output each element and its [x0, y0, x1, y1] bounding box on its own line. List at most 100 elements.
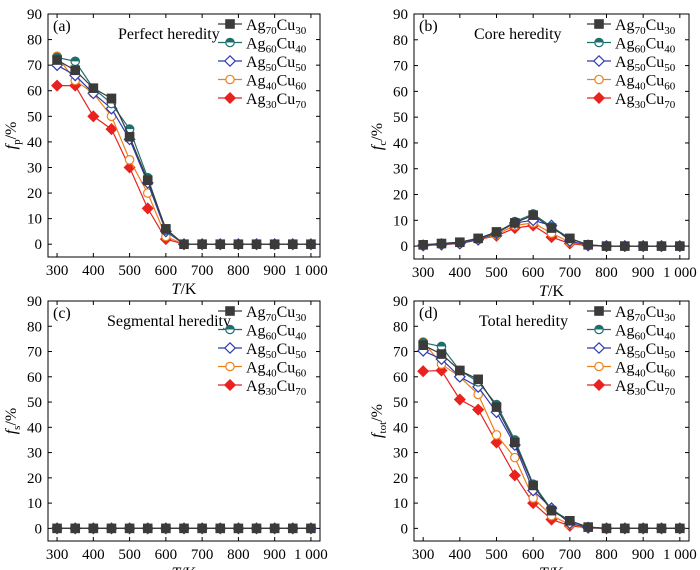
- data-point: [197, 523, 207, 534]
- data-point: [288, 239, 298, 250]
- x-tick-label: 500: [118, 263, 141, 279]
- data-point: [472, 403, 485, 416]
- legend-marker: [592, 91, 606, 105]
- series-Ag70Cu30: [52, 523, 316, 534]
- plot-frame: [413, 300, 690, 542]
- data-point: [510, 218, 520, 228]
- x-tick-label: 600: [155, 263, 178, 279]
- panel-c: 0 10 20 30 40 50 60 70 80 90 300 400 500 600 700 800 900…: [3, 294, 328, 570]
- legend-entry: Ag40Cu60: [615, 360, 676, 380]
- data-point: [491, 402, 502, 412]
- data-point: [106, 93, 117, 104]
- data-point: [288, 523, 298, 534]
- panel-title: Total heredity: [479, 313, 568, 330]
- y-tick-label: 30: [27, 160, 42, 176]
- data-point: [269, 523, 280, 534]
- y-tick-label: 50: [393, 110, 408, 126]
- data-point: [638, 241, 648, 251]
- x-axis-label: T/K: [539, 283, 564, 300]
- x-tick-label: 900: [263, 263, 286, 279]
- data-point: [70, 65, 80, 76]
- plot-frame: [47, 300, 321, 542]
- x-tick-label: 400: [82, 263, 105, 279]
- legend-marker-fill: [225, 325, 235, 330]
- data-point: [528, 480, 538, 491]
- y-tick-label: 10: [393, 496, 408, 512]
- x-axis-label: T/K: [172, 565, 197, 570]
- panel-label: (a): [53, 18, 71, 35]
- legend-marker: [592, 378, 606, 392]
- legend-entry: Ag70Cu30: [615, 17, 676, 37]
- data-point: [565, 233, 575, 244]
- y-axis-label: ftot/%: [369, 404, 389, 438]
- y-tick-label: 90: [393, 7, 408, 23]
- y-tick-label: 30: [393, 446, 408, 462]
- x-tick-label: 700: [191, 547, 214, 563]
- x-tick-label: 300: [412, 265, 435, 281]
- x-axis-label: T/K: [539, 565, 564, 570]
- x-tick-label: 800: [595, 547, 618, 563]
- data-point: [565, 515, 575, 526]
- legend-marker: [223, 378, 237, 392]
- series-Ag70Cu30: [418, 340, 685, 534]
- x-tick-label: 600: [522, 547, 545, 563]
- y-tick-label: 0: [35, 237, 43, 253]
- data-point: [417, 365, 430, 378]
- legend-marker: [594, 19, 604, 29]
- legend-marker: [592, 341, 606, 355]
- data-point: [161, 224, 171, 234]
- panel-label: (b): [419, 18, 438, 35]
- data-point: [528, 210, 538, 220]
- legend-entry: Ag70Cu30: [615, 304, 676, 324]
- legend-entry: Ag50Cu50: [615, 54, 676, 74]
- series-Ag70Cu30: [52, 55, 316, 250]
- data-point: [473, 374, 483, 385]
- y-axis-label: fc/%: [369, 123, 389, 150]
- data-point: [455, 365, 465, 376]
- y-tick-label: 90: [393, 294, 408, 310]
- legend-marker: [225, 361, 235, 372]
- data-point: [583, 240, 593, 250]
- y-tick-label: 60: [393, 370, 408, 386]
- y-tick-label: 90: [27, 294, 42, 310]
- legend-entry: Ag50Cu50: [246, 341, 307, 361]
- x-tick-label: 900: [632, 265, 655, 281]
- legend-entry: Ag60Cu40: [246, 323, 307, 343]
- y-tick-label: 80: [27, 33, 42, 49]
- data-point: [233, 523, 244, 534]
- data-point: [601, 523, 612, 534]
- legend-marker: [594, 306, 604, 316]
- x-tick-label: 400: [449, 265, 472, 281]
- panel-d: 0 10 20 30 40 50 60 70 80 90 300 400 500 600 700 800 900…: [369, 294, 697, 570]
- data-point: [88, 523, 99, 534]
- x-tick-label: 400: [449, 547, 472, 563]
- x-tick-label: 900: [263, 547, 286, 563]
- y-tick-label: 30: [393, 162, 408, 178]
- y-tick-label: 10: [393, 213, 408, 229]
- data-point: [546, 223, 557, 233]
- data-point: [306, 239, 316, 250]
- y-axis-label: fp/%: [3, 122, 23, 150]
- data-point: [70, 523, 80, 534]
- legend-marker: [223, 91, 237, 105]
- x-tick-label: 300: [46, 263, 69, 279]
- panel-title: Core heredity: [474, 26, 562, 43]
- panel-title: Perfect heredity: [118, 26, 220, 43]
- data-point: [87, 110, 100, 123]
- plot-frame: [413, 13, 690, 260]
- legend-entry: Ag40Cu60: [246, 73, 307, 93]
- data-point: [491, 430, 502, 440]
- data-point: [161, 523, 171, 534]
- panel-label: (d): [419, 305, 438, 322]
- y-tick-label: 70: [393, 345, 408, 361]
- legend-entry: Ag60Cu40: [615, 36, 676, 56]
- x-tick-label: 600: [522, 265, 545, 281]
- x-tick-label: 800: [595, 265, 618, 281]
- x-tick-label: 700: [559, 265, 582, 281]
- legend-entry: Ag70Cu30: [246, 304, 307, 324]
- data-point: [233, 239, 244, 250]
- legend-marker: [223, 341, 237, 355]
